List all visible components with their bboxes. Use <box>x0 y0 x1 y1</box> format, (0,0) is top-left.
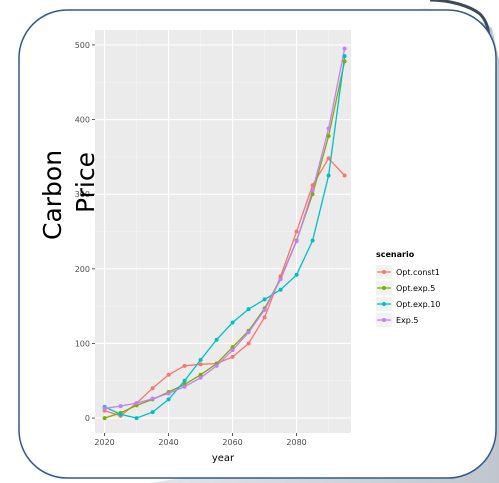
legend-item: Opt.exp.10 <box>376 297 440 311</box>
data-point-Opt.exp.10 <box>342 54 347 59</box>
data-point-Opt.const1 <box>326 156 331 161</box>
y-axis: 0 100 200 300 400 500 <box>75 41 95 423</box>
data-point-Opt.const1 <box>262 315 267 320</box>
data-point-Exp.5 <box>342 46 347 51</box>
data-point-Exp.5 <box>230 348 235 353</box>
series-line-Opt.const1 <box>104 157 346 417</box>
data-point-Opt.exp.10 <box>326 173 331 178</box>
data-point-Opt.exp.5 <box>102 416 107 421</box>
legend-label: Opt.exp.10 <box>396 300 440 309</box>
data-point-Opt.const1 <box>198 362 203 367</box>
data-point-Opt.const1 <box>246 341 251 346</box>
y-axis-label-line-1: Carbon <box>38 150 67 240</box>
legend-items: Opt.const1 Opt.exp.5 Opt.exp.10 Exp.5 <box>376 265 440 327</box>
y-tick-label: 400 <box>75 116 90 125</box>
data-point-Exp.5 <box>246 330 251 335</box>
data-point-Opt.exp.10 <box>182 378 187 383</box>
data-point-Opt.exp.5 <box>342 59 347 64</box>
legend-item: Opt.const1 <box>376 265 440 279</box>
x-tick-label: 2080 <box>286 438 306 447</box>
data-point-Opt.exp.5 <box>230 345 235 350</box>
y-tick-label: 500 <box>75 41 90 50</box>
legend-key-point <box>382 270 386 274</box>
data-point-Opt.exp.10 <box>198 357 203 362</box>
data-point-Opt.const1 <box>230 354 235 359</box>
x-tick-label: 2060 <box>222 438 242 447</box>
data-point-Opt.exp.10 <box>118 412 123 417</box>
legend-label: Exp.5 <box>396 316 419 325</box>
data-point-Exp.5 <box>198 375 203 380</box>
data-point-Exp.5 <box>102 406 107 411</box>
series-points <box>102 46 347 421</box>
data-point-Opt.exp.10 <box>150 410 155 415</box>
data-point-Opt.exp.5 <box>310 192 315 197</box>
y-tick-label: 100 <box>75 339 90 348</box>
data-point-Exp.5 <box>118 404 123 409</box>
data-point-Exp.5 <box>182 384 187 389</box>
data-point-Opt.const1 <box>294 229 299 234</box>
data-point-Opt.const1 <box>182 363 187 368</box>
series-lines <box>104 48 346 419</box>
data-point-Exp.5 <box>262 307 267 312</box>
legend-key-point <box>382 302 386 306</box>
legend-key-point <box>382 286 386 290</box>
data-point-Opt.exp.5 <box>326 133 331 138</box>
legend-label: Opt.const1 <box>396 268 440 277</box>
data-point-Exp.5 <box>214 363 219 368</box>
y-tick-label: 200 <box>75 265 90 274</box>
data-point-Exp.5 <box>166 391 171 396</box>
data-point-Opt.exp.10 <box>166 397 171 402</box>
data-point-Opt.const1 <box>166 372 171 377</box>
data-point-Opt.exp.10 <box>134 416 139 421</box>
legend-key-point <box>382 318 386 322</box>
series-line-Opt.exp.10 <box>104 56 346 419</box>
x-axis-title: year <box>212 453 235 464</box>
data-point-Exp.5 <box>134 401 139 406</box>
x-axis: 2020 2040 2060 2080 <box>94 433 307 447</box>
data-point-Opt.const1 <box>310 183 315 188</box>
data-point-Opt.exp.10 <box>214 337 219 342</box>
legend-label: Opt.exp.5 <box>396 284 435 293</box>
data-point-Exp.5 <box>310 188 315 193</box>
data-point-Exp.5 <box>294 239 299 244</box>
data-point-Exp.5 <box>150 396 155 401</box>
grid-major <box>95 30 351 433</box>
x-tick-label: 2020 <box>94 438 114 447</box>
data-point-Opt.const1 <box>150 386 155 391</box>
y-tick-label: 0 <box>85 414 90 423</box>
data-point-Opt.const1 <box>342 173 347 178</box>
legend-title: scenario <box>376 250 415 259</box>
data-point-Opt.exp.10 <box>294 272 299 277</box>
data-point-Opt.exp.5 <box>198 372 203 377</box>
data-point-Opt.exp.10 <box>230 320 235 325</box>
data-point-Exp.5 <box>278 277 283 282</box>
data-point-Opt.exp.10 <box>278 287 283 292</box>
data-point-Exp.5 <box>326 126 331 131</box>
y-tick-label: 300 <box>75 190 90 199</box>
x-tick-label: 2040 <box>158 438 178 447</box>
legend: scenario Opt.const1 Opt.exp.5 Opt.exp.10 Ex… <box>376 250 440 327</box>
legend-item: Exp.5 <box>376 313 419 327</box>
data-point-Opt.exp.10 <box>262 297 267 302</box>
y-axis-label-line-2: Price <box>71 152 100 213</box>
series-line-Exp.5 <box>104 48 346 410</box>
legend-item: Opt.exp.5 <box>376 281 435 295</box>
data-point-Opt.exp.10 <box>246 307 251 312</box>
data-point-Opt.exp.10 <box>310 238 315 243</box>
